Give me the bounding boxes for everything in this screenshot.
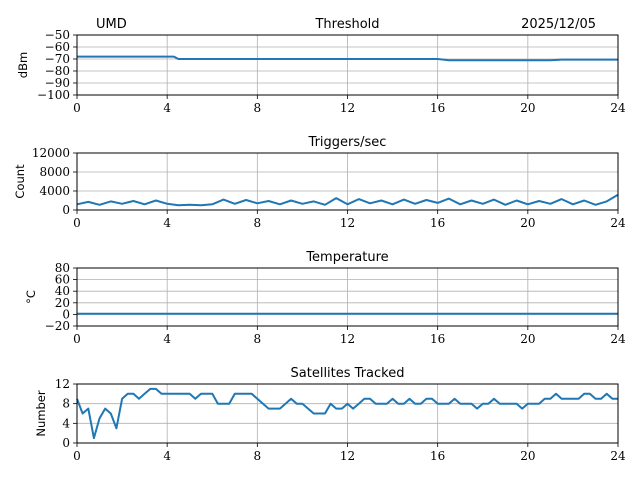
series-line [76,387,618,440]
date-label: 2025/12/05 [521,17,596,32]
axes-frame [76,267,619,327]
x-tick-label: 8 [254,449,262,463]
subplot-title: Triggers/sec [308,135,387,150]
x-tick-label: 12 [340,332,355,346]
y-tick-label: −100 [37,88,70,102]
y-tick-label: 8000 [39,165,70,179]
x-tick-label: 4 [163,449,171,463]
x-tick-label: 0 [73,332,81,346]
y-tick-label: −80 [45,64,70,78]
y-axis-label: Count [13,164,27,199]
y-tick-label: −90 [45,76,70,90]
x-tick-label: 12 [340,101,355,115]
y-tick-label: 4000 [39,184,70,198]
x-tick-label: 20 [520,216,535,230]
x-tick-label: 24 [610,449,626,463]
axes-frame [76,383,619,444]
y-axis-label: Number [34,390,48,436]
subplot-title: Temperature [305,250,388,265]
y-tick-label: −20 [45,319,70,333]
y-tick-label: −50 [45,28,70,42]
y-tick-label: −60 [45,40,70,54]
series-line [77,55,618,62]
subplot-title: Satellites Tracked [291,366,405,381]
axes-frame [76,152,619,211]
axes-frame [76,34,619,96]
series-line [76,193,619,207]
x-tick-label: 12 [340,449,355,463]
y-axis-label: dBm [16,52,30,78]
x-tick-label: 16 [430,449,445,463]
y-axis-label: °C [24,290,38,304]
subplot-1: 0 4 8 12 16 20 24 0 4000 8000 12000 Triggers/sec Cou… [13,135,626,230]
subplot-3: 0 4 8 12 16 20 24 0 4 8 12 Satellites Tracked Number [34,366,626,463]
x-tick-label: 4 [163,216,171,230]
station-label: UMD [96,17,127,32]
x-tick-label: 12 [340,216,355,230]
x-tick-label: 4 [163,101,171,115]
y-tick-label: 80 [55,261,70,275]
subplot-title: Threshold [314,17,379,32]
x-tick-label: 24 [610,101,626,115]
y-tick-label: 40 [55,284,70,298]
x-tick-label: 16 [430,332,445,346]
y-tick-label: 12000 [32,146,70,160]
x-tick-label: 16 [430,101,445,115]
x-tick-label: 0 [73,101,81,115]
y-tick-label: 0 [62,307,70,321]
x-tick-label: 20 [520,449,535,463]
y-tick-label: 4 [62,416,70,430]
x-tick-label: 8 [254,101,262,115]
x-tick-label: 20 [520,332,535,346]
x-tick-label: 16 [430,216,445,230]
x-tick-label: 8 [254,216,262,230]
x-tick-label: 24 [610,216,626,230]
y-tick-label: 0 [62,436,70,450]
y-tick-label: 60 [55,273,70,287]
y-tick-label: 8 [62,397,70,411]
x-tick-label: 0 [73,216,81,230]
y-tick-label: 20 [55,296,70,310]
y-tick-label: 0 [62,203,70,217]
x-tick-label: 24 [610,332,626,346]
y-tick-label: −70 [45,52,70,66]
x-tick-label: 20 [520,101,535,115]
x-tick-label: 8 [254,332,262,346]
y-tick-label: 12 [55,377,70,391]
x-tick-label: 0 [73,449,81,463]
x-tick-label: 4 [163,332,171,346]
subplot-0: 0 4 8 12 16 20 24 −100−90−80−70−60−50 Threshold d… [16,17,626,115]
